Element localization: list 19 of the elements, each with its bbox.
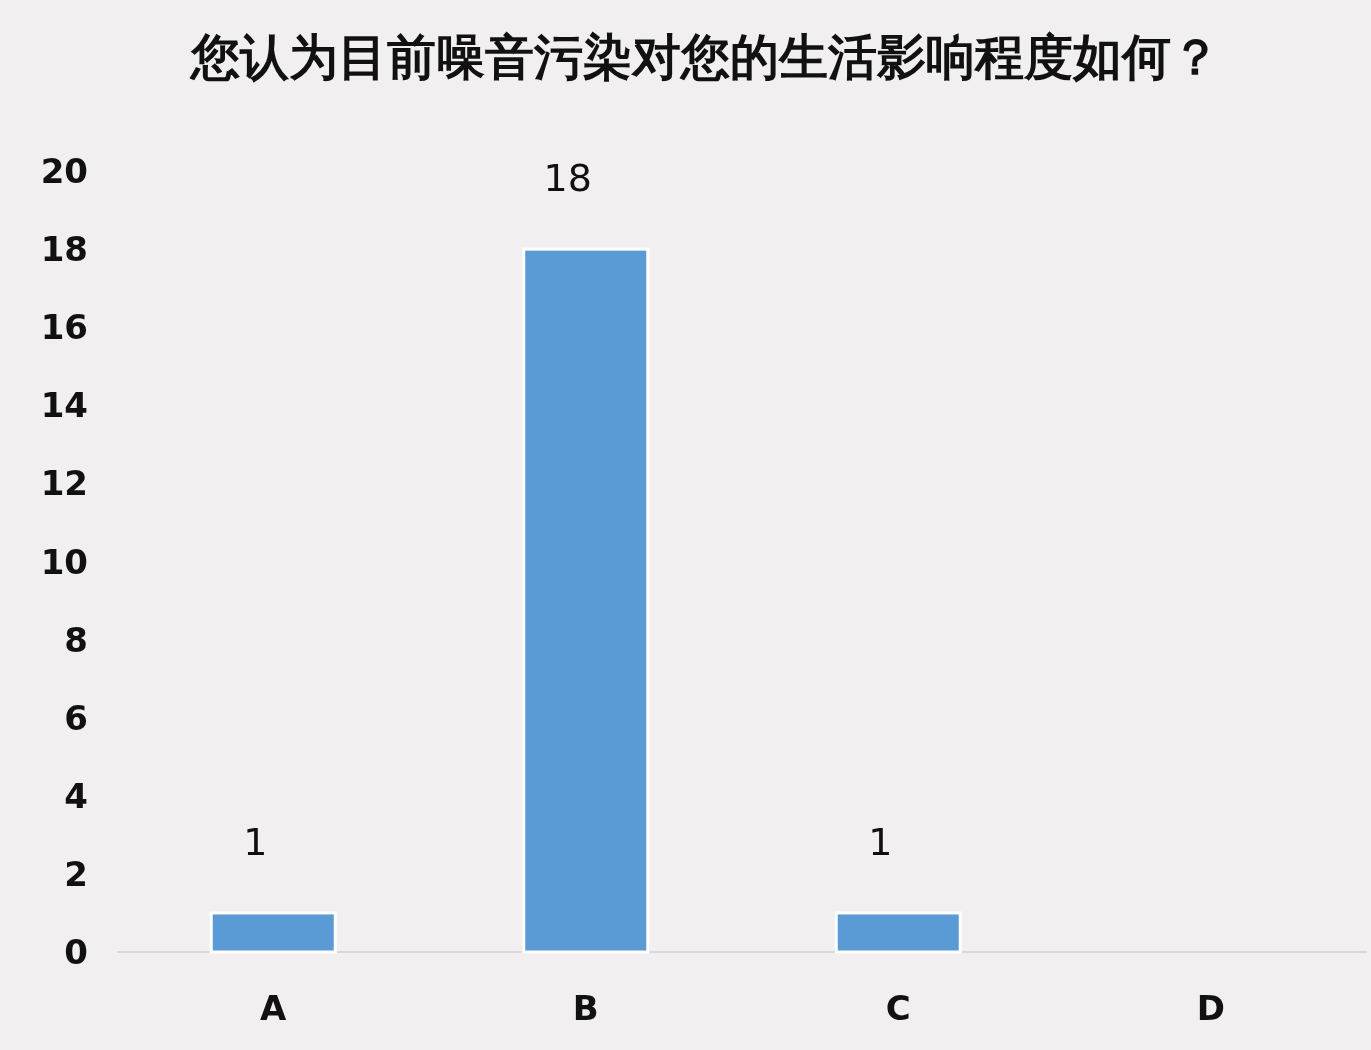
data-label: 18 bbox=[543, 156, 592, 201]
y-tick-label: 20 bbox=[40, 151, 88, 191]
y-tick-label: 0 bbox=[64, 932, 88, 972]
x-tick-label: B bbox=[572, 988, 599, 1028]
x-tick-label: A bbox=[260, 988, 288, 1028]
y-tick-label: 6 bbox=[64, 697, 88, 738]
y-tick-label: 12 bbox=[40, 463, 88, 504]
y-tick-label: 8 bbox=[64, 619, 88, 660]
x-tick-label: D bbox=[1196, 988, 1225, 1028]
y-tick-label: 18 bbox=[40, 229, 88, 270]
chart-title: 您认为目前噪音污染对您的生活影响程度如何？ bbox=[190, 28, 1220, 88]
data-label: 1 bbox=[243, 819, 268, 864]
y-tick-label: 14 bbox=[40, 385, 88, 426]
y-tick-label: 2 bbox=[64, 853, 88, 894]
x-tick-label: C bbox=[885, 988, 911, 1028]
y-tick-label: 4 bbox=[64, 775, 88, 816]
y-tick-label: 16 bbox=[40, 307, 88, 348]
data-label: 1 bbox=[868, 819, 893, 864]
y-tick-label: 10 bbox=[40, 541, 88, 582]
